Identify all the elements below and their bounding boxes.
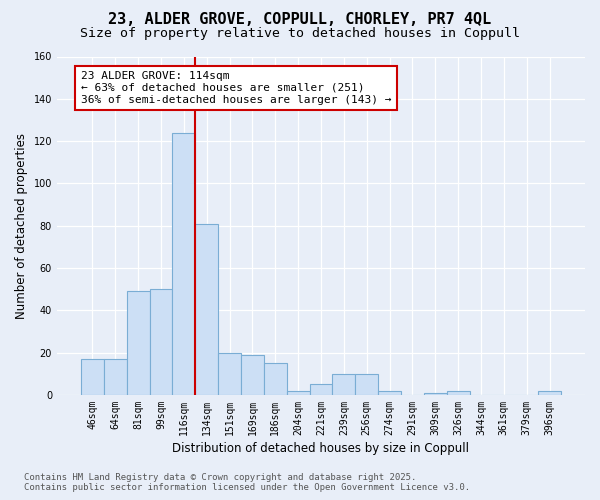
- Bar: [538, 390, 561, 395]
- Bar: [149, 289, 172, 395]
- Text: 23, ALDER GROVE, COPPULL, CHORLEY, PR7 4QL: 23, ALDER GROVE, COPPULL, CHORLEY, PR7 4…: [109, 12, 491, 28]
- Y-axis label: Number of detached properties: Number of detached properties: [15, 132, 28, 318]
- Bar: [310, 384, 332, 395]
- Bar: [81, 359, 104, 395]
- Text: 23 ALDER GROVE: 114sqm
← 63% of detached houses are smaller (251)
36% of semi-de: 23 ALDER GROVE: 114sqm ← 63% of detached…: [81, 72, 391, 104]
- Bar: [172, 132, 195, 395]
- Text: Contains HM Land Registry data © Crown copyright and database right 2025.
Contai: Contains HM Land Registry data © Crown c…: [24, 473, 470, 492]
- Bar: [355, 374, 378, 395]
- Bar: [446, 390, 470, 395]
- Bar: [287, 390, 310, 395]
- Text: Size of property relative to detached houses in Coppull: Size of property relative to detached ho…: [80, 28, 520, 40]
- Bar: [241, 355, 264, 395]
- Bar: [378, 390, 401, 395]
- Bar: [104, 359, 127, 395]
- Bar: [127, 292, 149, 395]
- Bar: [424, 393, 446, 395]
- Bar: [218, 352, 241, 395]
- Bar: [332, 374, 355, 395]
- X-axis label: Distribution of detached houses by size in Coppull: Distribution of detached houses by size …: [172, 442, 469, 455]
- Bar: [195, 224, 218, 395]
- Bar: [264, 363, 287, 395]
